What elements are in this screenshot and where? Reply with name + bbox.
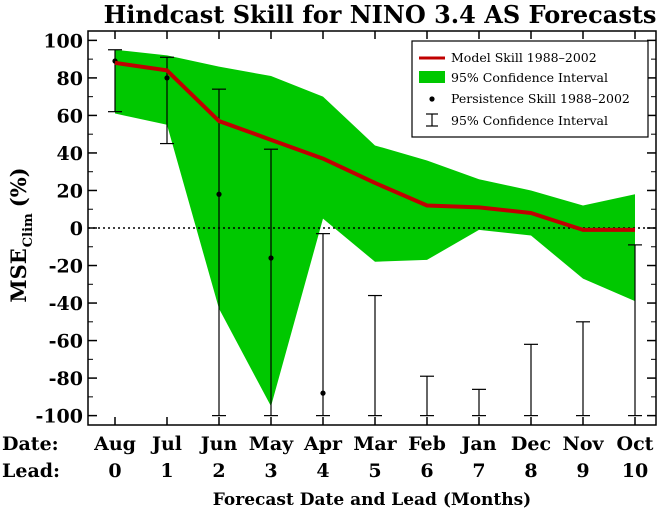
y-tick-label: -40: [49, 293, 83, 315]
model-skill-line: [114, 60, 635, 232]
persistence-error-bar: [368, 294, 382, 417]
y-axis-label-unit: (%): [6, 167, 31, 207]
x-tick-label-date: Nov: [562, 433, 604, 455]
x-tick-label-lead: 2: [212, 460, 225, 482]
persistence-error-bar: [524, 343, 538, 417]
y-axis-label-main: MSE: [6, 248, 31, 302]
x-tick-label-lead: 0: [108, 460, 121, 482]
x-tick-label-date: Jan: [459, 433, 496, 455]
legend-entry-label: 95% Confidence Interval: [451, 70, 608, 85]
y-tick-label: -20: [49, 256, 83, 278]
legend-entry-label: Model Skill 1988–2002: [451, 50, 597, 65]
y-tick-label: -60: [49, 331, 83, 353]
y-tick-label: 60: [57, 105, 83, 127]
persistence-point: [320, 390, 326, 396]
y-tick-label: 40: [57, 143, 83, 165]
date-row-label: Date:: [2, 433, 59, 455]
x-tick-label-lead: 4: [316, 460, 329, 482]
x-tick-label-date: Feb: [408, 433, 446, 455]
legend: Model Skill 1988–2002 95% Confidence Inte…: [411, 40, 649, 138]
lead-row-label: Lead:: [2, 460, 60, 482]
x-tick-label-date: Aug: [93, 433, 136, 455]
x-tick-label-date: Dec: [511, 433, 551, 455]
x-tick-label-date: Jun: [199, 433, 238, 455]
x-tick-label-lead: 1: [160, 460, 173, 482]
legend-swatch-model-ci: [419, 71, 445, 83]
legend-swatch-persistence-point: [429, 96, 435, 102]
legend-entry-label: 95% Confidence Interval: [451, 113, 608, 128]
persistence-point: [268, 255, 274, 261]
persistence-error-bar: [264, 148, 278, 417]
x-tick-label-lead: 3: [264, 460, 277, 482]
legend-entry-label: Persistence Skill 1988–2002: [451, 91, 630, 106]
chart-title: Hindcast Skill for NINO 3.4 AS Forecasts: [104, 0, 657, 29]
x-tick-label-lead: 7: [472, 460, 485, 482]
x-tick-label-date: Oct: [617, 433, 654, 455]
persistence-point: [164, 75, 170, 81]
persistence-error-bar: [628, 244, 642, 417]
persistence-point: [216, 191, 222, 197]
x-tick-label-lead: 8: [524, 460, 537, 482]
y-tick-label: 0: [70, 218, 83, 240]
x-tick-label-lead: 9: [576, 460, 589, 482]
x-axis-label: Forecast Date and Lead (Months): [213, 490, 531, 510]
y-tick-label: -80: [49, 368, 83, 390]
y-tick-label: 80: [57, 68, 83, 90]
persistence-error-bar: [316, 233, 330, 417]
x-tick-label-date: May: [249, 433, 294, 455]
x-tick-label-lead: 5: [368, 460, 381, 482]
x-tick-label-lead: 6: [420, 460, 433, 482]
persistence-error-bar: [420, 375, 434, 417]
x-tick-label-date: Apr: [303, 433, 343, 455]
svg-text:MSEClim(%): MSEClim (%): [6, 167, 36, 302]
y-axis-label: MSEClim (%): [6, 167, 36, 302]
plot-area: 100 80 60 40 20 0 -20 -40 -60 -80 -100 Aug 0 Jul 1 Jun 2…: [35, 30, 657, 482]
x-tick-label-date: Mar: [353, 433, 397, 455]
y-tick-label: 100: [43, 30, 83, 52]
x-tick-label-date: Jul: [150, 433, 182, 455]
y-tick-label: -100: [35, 406, 83, 428]
legend-box: [411, 40, 649, 138]
persistence-error-bar: [212, 88, 226, 417]
y-axis-label-subscript: Clim: [21, 213, 36, 247]
y-tick-label: 20: [57, 180, 83, 202]
persistence-error-bar: [576, 321, 590, 417]
x-tick-label-lead: 10: [622, 460, 648, 482]
persistence-error-bar: [472, 388, 486, 417]
